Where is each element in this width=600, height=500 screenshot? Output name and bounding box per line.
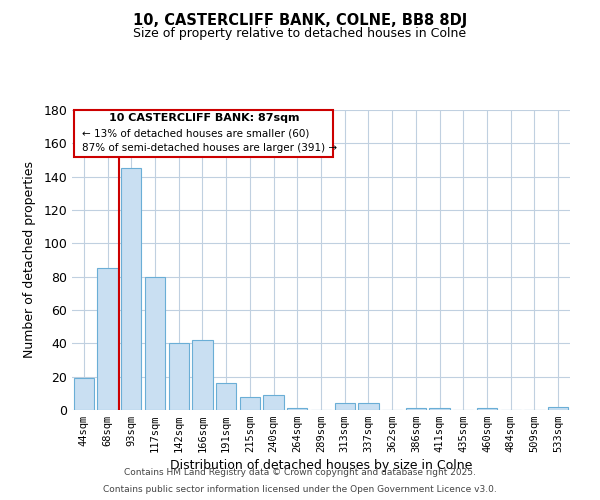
Bar (477, 408, 497, 410)
Bar (169, 344, 189, 410)
Bar (145, 276, 165, 410)
Bar (358, 404, 379, 410)
Bar (74, 378, 94, 410)
Bar (430, 408, 449, 410)
Text: Contains public sector information licensed under the Open Government Licence v3: Contains public sector information licen… (103, 484, 497, 494)
Text: ← 13% of detached houses are smaller (60): ← 13% of detached houses are smaller (60… (82, 128, 310, 138)
Bar (335, 404, 355, 410)
Bar (406, 408, 426, 410)
Bar (263, 395, 284, 410)
Y-axis label: Number of detached properties: Number of detached properties (23, 162, 37, 358)
Text: 10 CASTERCLIFF BANK: 87sqm: 10 CASTERCLIFF BANK: 87sqm (109, 114, 299, 124)
X-axis label: Distribution of detached houses by size in Colne: Distribution of detached houses by size … (170, 460, 472, 472)
Text: 10, CASTERCLIFF BANK, COLNE, BB8 8DJ: 10, CASTERCLIFF BANK, COLNE, BB8 8DJ (133, 12, 467, 28)
Bar (97, 268, 118, 410)
FancyBboxPatch shape (74, 110, 334, 156)
Bar (216, 384, 236, 410)
Bar (548, 406, 568, 410)
Text: Size of property relative to detached houses in Colne: Size of property relative to detached ho… (133, 28, 467, 40)
Text: Contains HM Land Registry data © Crown copyright and database right 2025.: Contains HM Land Registry data © Crown c… (124, 468, 476, 477)
Bar (193, 340, 212, 410)
Text: 87% of semi-detached houses are larger (391) →: 87% of semi-detached houses are larger (… (82, 143, 337, 153)
Bar (240, 396, 260, 410)
Bar (287, 408, 307, 410)
Bar (121, 168, 142, 410)
